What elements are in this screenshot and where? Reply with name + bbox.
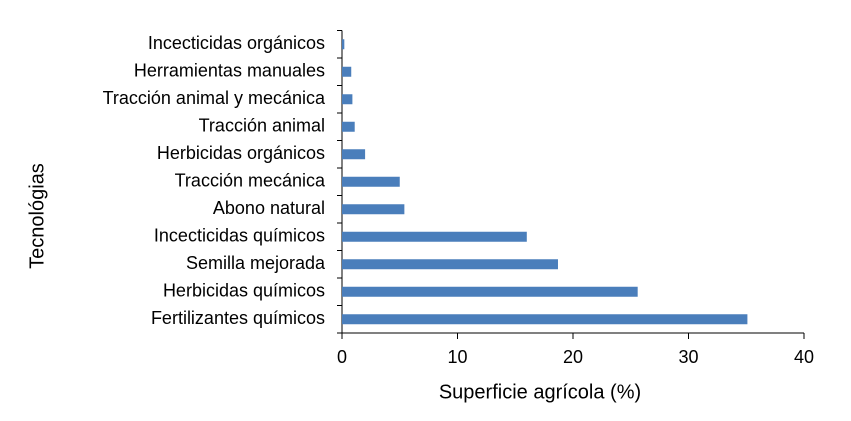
bar (342, 176, 400, 187)
bar (342, 94, 353, 105)
y-tick-label: Tracción mecánica (175, 171, 326, 191)
bar (342, 259, 558, 270)
x-tick-label: 10 (447, 347, 467, 367)
bar (342, 314, 748, 325)
bar (342, 286, 638, 297)
y-tick-label: Semilla mejorada (186, 253, 326, 273)
y-tick-label: Abono natural (213, 198, 325, 218)
y-axis-title: Tecnológias (26, 163, 48, 269)
x-tick-label: 20 (563, 347, 583, 367)
x-tick-label: 0 (337, 347, 347, 367)
bar (342, 149, 366, 160)
bar (342, 66, 352, 77)
y-tick-label: Incecticidas orgánicos (148, 33, 325, 53)
y-tick-label: Incecticidas químicos (154, 226, 325, 246)
bar (342, 231, 527, 242)
x-tick-label: 30 (678, 347, 698, 367)
y-tick-label: Herbicidas orgánicos (157, 143, 325, 163)
bar (342, 204, 405, 215)
bar (342, 121, 355, 132)
y-tick-label: Herbicidas químicos (163, 281, 325, 301)
y-tick-label: Fertilizantes químicos (151, 308, 325, 328)
bar (342, 39, 345, 50)
y-tick-label: Tracción animal y mecánica (103, 88, 326, 108)
y-tick-label: Tracción animal (199, 116, 325, 136)
y-tick-label: Herramientas manuales (134, 61, 325, 81)
x-axis-title: Superficie agrícola (%) (439, 381, 641, 403)
x-tick-label: 40 (794, 347, 814, 367)
